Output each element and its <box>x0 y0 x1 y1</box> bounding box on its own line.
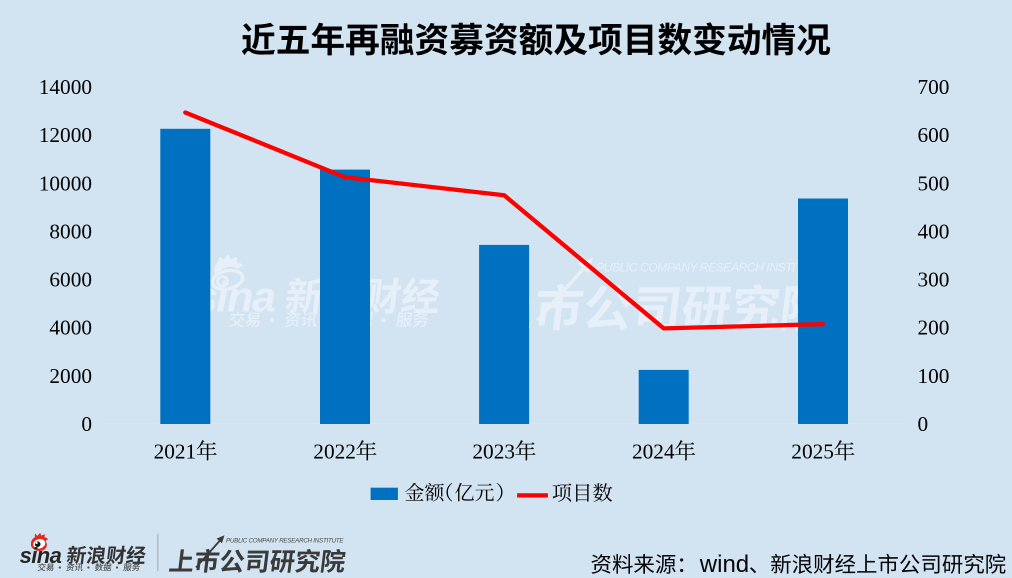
svg-text:8000: 8000 <box>49 219 92 243</box>
svg-text:600: 600 <box>918 123 950 147</box>
svg-text:500: 500 <box>918 171 950 195</box>
svg-text:100: 100 <box>918 364 950 388</box>
svg-text:2000: 2000 <box>49 364 92 388</box>
svg-text:2025: 2025 <box>791 440 834 464</box>
svg-text:PUBLIC COMPANY RESEARCH INSTIT: PUBLIC COMPANY RESEARCH INSTITUTE <box>226 538 344 545</box>
svg-text:12000: 12000 <box>39 123 92 147</box>
svg-text:400: 400 <box>918 219 950 243</box>
svg-text:2023: 2023 <box>472 440 515 464</box>
svg-text:0: 0 <box>81 412 92 436</box>
svg-text:14000: 14000 <box>39 75 92 99</box>
svg-text:300: 300 <box>918 268 950 292</box>
svg-text:700: 700 <box>918 75 950 99</box>
svg-text:wind: wind <box>699 551 749 578</box>
svg-text:sina: sina <box>20 543 62 568</box>
svg-text:PUBLIC COMPANY RESEARCH INSTIT: PUBLIC COMPANY RESEARCH INSTITUTE <box>596 261 826 275</box>
svg-text:4000: 4000 <box>49 316 92 340</box>
svg-text:0: 0 <box>918 412 929 436</box>
svg-text:2024: 2024 <box>632 440 675 464</box>
svg-text:2021: 2021 <box>154 440 197 464</box>
svg-text:200: 200 <box>918 316 950 340</box>
svg-text:2022: 2022 <box>313 440 356 464</box>
svg-text:6000: 6000 <box>49 268 92 292</box>
svg-text:10000: 10000 <box>39 171 92 195</box>
